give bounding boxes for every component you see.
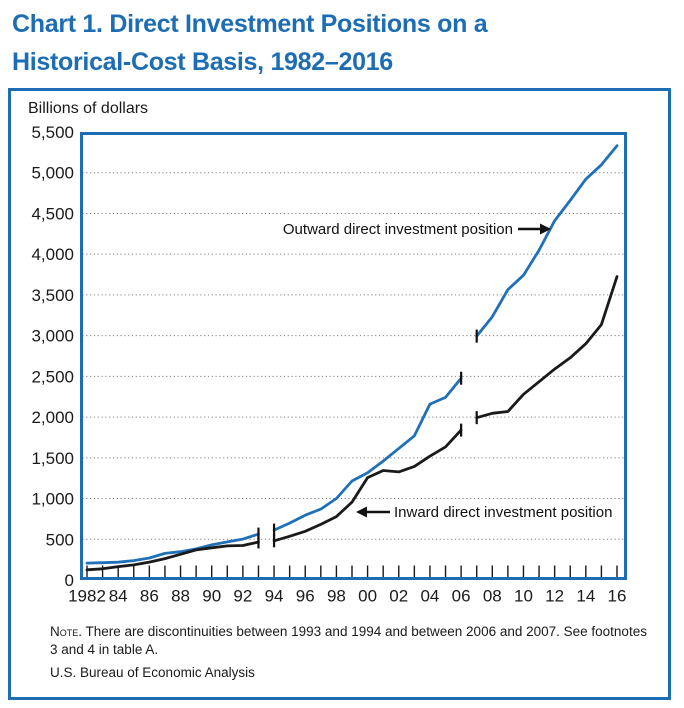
x-tick-label: 90: [202, 587, 221, 606]
series-lines: [85, 144, 619, 572]
x-tick-label: 86: [140, 587, 159, 606]
inward-series-annotation: Inward direct investment position: [356, 504, 612, 521]
x-tick-label: 00: [358, 587, 377, 606]
y-tick-label: 500: [46, 530, 74, 549]
x-tick-label: 06: [452, 587, 471, 606]
y-tick-label: 3,500: [31, 286, 74, 305]
y-tick-label: 4,500: [31, 204, 74, 223]
chart-plot: 0 500 1,000 1,500 2,000 2,500 3,000 3,500 4,000 4…: [31, 123, 627, 606]
series-line-1: [272, 428, 463, 543]
x-tick-label: 94: [265, 587, 284, 606]
chart-title-line2: Historical-Cost Basis, 1982–2016: [12, 48, 393, 76]
outward-series-annotation: Outward direct investment position: [283, 221, 551, 238]
y-axis-labels: 0 500 1,000 1,500 2,000 2,500 3,000 3,500 4,000 4…: [31, 123, 74, 590]
x-tick-label: 98: [327, 587, 346, 606]
y-tick-label: 5,000: [31, 164, 74, 183]
y-tick-label: 0: [65, 571, 74, 590]
y-tick-label: 2,500: [31, 367, 74, 386]
x-axis-year-ticks: [86, 565, 618, 579]
x-tick-label: 16: [608, 587, 627, 606]
series-line-0: [272, 376, 463, 532]
series-line-0: [85, 532, 260, 565]
x-tick-label: 84: [109, 587, 128, 606]
x-axis-labels: 1982 84 86 88 90 92 94 96 98 00 02 04 06 08 10 12 14 16: [68, 587, 626, 606]
chart-title: Chart 1. Direct Investment Positions on …: [12, 5, 488, 81]
arrow-right-icon: [518, 223, 551, 235]
chart-frame: Billions of dollars 0 500 1,000 1,500 2,000 2…: [8, 88, 671, 700]
source-attribution: U.S. Bureau of Economic Analysis: [50, 665, 255, 680]
x-tick-label: 14: [576, 587, 595, 606]
x-tick-label: 1982: [68, 587, 106, 606]
chart-note: Note. There are discontinuities between …: [50, 623, 647, 659]
x-tick-label: 02: [389, 587, 408, 606]
plot-border: [80, 132, 627, 580]
series-line-0: [475, 144, 619, 338]
x-tick-label: 08: [483, 587, 502, 606]
y-tick-label: 5,500: [31, 123, 74, 142]
x-tick-label: 12: [545, 587, 564, 606]
note-line1: There are discontinuities between 1993 a…: [82, 624, 647, 639]
note-line2: 3 and 4 in table A.: [50, 642, 159, 657]
y-tick-label: 4,000: [31, 245, 74, 264]
arrow-left-icon: [356, 506, 390, 518]
series-line-1: [85, 540, 260, 572]
x-tick-label: 88: [171, 587, 190, 606]
chart-title-line1: Chart 1. Direct Investment Positions on …: [12, 10, 488, 38]
note-prefix: Note.: [50, 624, 83, 639]
y-axis-units-label: Billions of dollars: [28, 100, 149, 117]
x-tick-label: 10: [514, 587, 533, 606]
y-tick-label: 1,000: [31, 490, 74, 509]
series-line-1: [475, 275, 619, 420]
outward-series-label: Outward direct investment position: [283, 221, 513, 238]
y-tick-label: 3,000: [31, 327, 74, 346]
discontinuity-break-ticks: [257, 329, 478, 549]
x-tick-label: 04: [420, 587, 439, 606]
x-tick-label: 96: [296, 587, 315, 606]
x-tick-label: 92: [233, 587, 252, 606]
y-tick-label: 1,500: [31, 449, 74, 468]
y-tick-label: 2,000: [31, 408, 74, 427]
inward-series-label: Inward direct investment position: [394, 504, 612, 521]
